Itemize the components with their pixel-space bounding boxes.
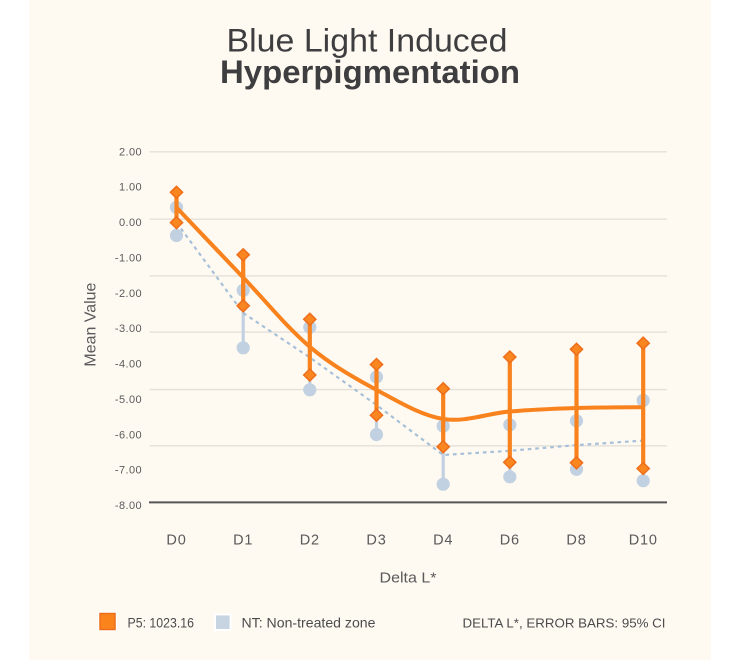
svg-text:P5: 1023.16: P5: 1023.16 xyxy=(128,614,195,630)
svg-text:D1: D1 xyxy=(233,532,253,548)
svg-text:Delta L*: Delta L* xyxy=(380,571,437,587)
svg-text:-2.00: -2.00 xyxy=(115,288,142,300)
svg-text:D10: D10 xyxy=(629,532,658,548)
svg-text:D8: D8 xyxy=(566,532,586,548)
svg-text:1.00: 1.00 xyxy=(119,182,142,194)
svg-text:Hyperpigmentation: Hyperpigmentation xyxy=(220,54,520,90)
svg-text:D6: D6 xyxy=(500,532,520,548)
svg-text:2.00: 2.00 xyxy=(119,146,142,158)
svg-text:-8.00: -8.00 xyxy=(115,500,142,512)
svg-text:-4.00: -4.00 xyxy=(115,359,142,371)
svg-text:D4: D4 xyxy=(433,532,453,548)
svg-text:D0: D0 xyxy=(166,532,186,548)
svg-text:-6.00: -6.00 xyxy=(115,429,142,441)
svg-text:0.00: 0.00 xyxy=(119,217,142,229)
svg-text:Blue Light Induced: Blue Light Induced xyxy=(227,23,508,59)
svg-text:D2: D2 xyxy=(300,532,320,548)
svg-text:-5.00: -5.00 xyxy=(115,394,142,406)
svg-text:-3.00: -3.00 xyxy=(115,323,142,335)
svg-text:DELTA L*, ERROR BARS: 95% CI: DELTA L*, ERROR BARS: 95% CI xyxy=(463,615,666,630)
svg-text:D3: D3 xyxy=(366,532,386,548)
svg-text:Mean Value: Mean Value xyxy=(82,283,99,367)
svg-text:-1.00: -1.00 xyxy=(115,252,142,264)
svg-text:-7.00: -7.00 xyxy=(115,465,142,477)
svg-text:NT: Non-treated zone: NT: Non-treated zone xyxy=(242,614,376,630)
